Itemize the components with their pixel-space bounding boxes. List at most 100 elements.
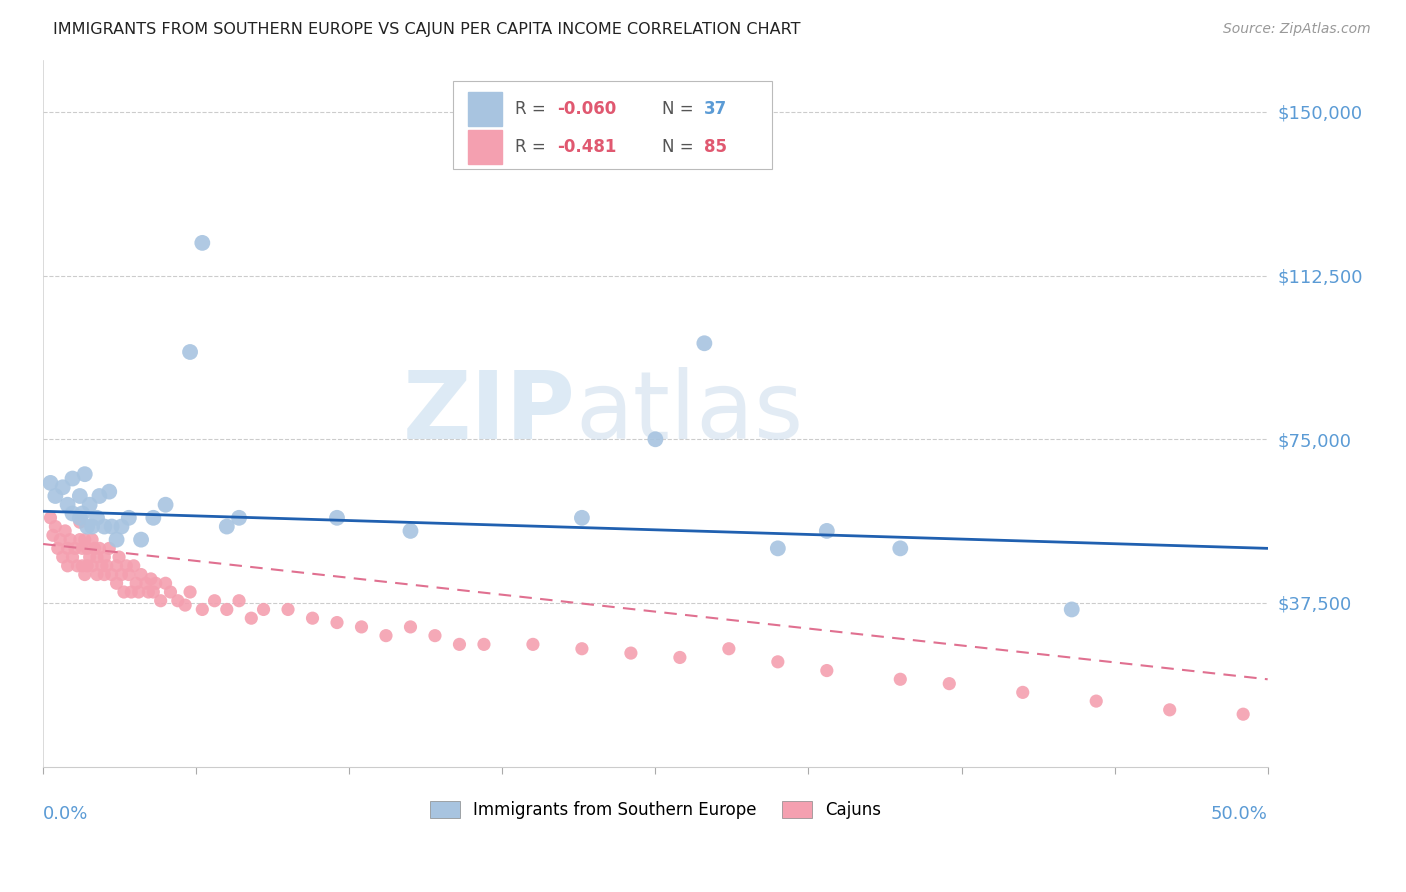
Point — [56, 498, 79, 512]
Text: atlas: atlas — [576, 368, 804, 459]
Point — [39, 511, 62, 525]
FancyBboxPatch shape — [453, 81, 772, 169]
Point — [118, 567, 141, 582]
Text: R =: R = — [515, 138, 555, 156]
Point — [79, 550, 101, 565]
Point — [59, 533, 82, 547]
Point — [82, 533, 104, 547]
Point — [571, 511, 593, 525]
Point — [350, 620, 373, 634]
Point — [105, 533, 128, 547]
Point — [108, 550, 131, 565]
Point — [105, 558, 128, 573]
Text: 50.0%: 50.0% — [1211, 805, 1268, 823]
Point — [86, 550, 108, 565]
Point — [73, 467, 96, 482]
Point — [90, 558, 112, 573]
Point — [69, 533, 91, 547]
Point — [138, 585, 160, 599]
Text: 85: 85 — [704, 138, 727, 156]
Point — [129, 567, 152, 582]
Point — [83, 541, 105, 556]
Point — [62, 550, 84, 565]
Point — [100, 567, 122, 582]
Point — [1159, 703, 1181, 717]
Point — [93, 567, 115, 582]
Point — [44, 519, 66, 533]
Point — [277, 602, 299, 616]
Point — [179, 585, 201, 599]
Legend: Immigrants from Southern Europe, Cajuns: Immigrants from Southern Europe, Cajuns — [423, 794, 887, 825]
Point — [889, 673, 911, 687]
Text: R =: R = — [515, 100, 551, 118]
Point — [72, 507, 94, 521]
Point — [135, 576, 157, 591]
Point — [142, 585, 165, 599]
Text: -0.481: -0.481 — [557, 138, 617, 156]
Point — [89, 489, 111, 503]
Point — [63, 541, 86, 556]
Point — [112, 585, 135, 599]
Point — [129, 533, 152, 547]
Text: N =: N = — [661, 138, 699, 156]
Point — [815, 664, 838, 678]
Point — [98, 541, 121, 556]
Point — [56, 558, 79, 573]
Point — [62, 507, 84, 521]
Point — [166, 593, 188, 607]
Point — [52, 480, 75, 494]
Point — [110, 567, 132, 582]
Point — [766, 541, 789, 556]
Point — [139, 572, 162, 586]
Point — [766, 655, 789, 669]
Point — [938, 676, 960, 690]
Point — [118, 511, 141, 525]
Point — [46, 541, 69, 556]
Point — [105, 576, 128, 591]
Point — [93, 550, 115, 565]
Point — [62, 471, 84, 485]
Point — [142, 511, 165, 525]
Point — [56, 541, 79, 556]
Point — [571, 641, 593, 656]
Point — [69, 515, 91, 529]
Text: 0.0%: 0.0% — [44, 805, 89, 823]
Point — [96, 558, 118, 573]
Point — [72, 541, 94, 556]
Point — [326, 615, 349, 630]
Point — [717, 641, 740, 656]
Point — [73, 567, 96, 582]
Point — [644, 432, 666, 446]
Text: Source: ZipAtlas.com: Source: ZipAtlas.com — [1223, 22, 1371, 37]
Text: -0.060: -0.060 — [557, 100, 617, 118]
Point — [69, 489, 91, 503]
Text: IMMIGRANTS FROM SOUTHERN EUROPE VS CAJUN PER CAPITA INCOME CORRELATION CHART: IMMIGRANTS FROM SOUTHERN EUROPE VS CAJUN… — [53, 22, 801, 37]
Point — [228, 593, 250, 607]
Point — [76, 519, 98, 533]
Point — [179, 345, 201, 359]
Point — [620, 646, 643, 660]
Point — [149, 593, 172, 607]
Point — [693, 336, 716, 351]
Point — [449, 637, 471, 651]
Point — [52, 550, 75, 565]
Point — [76, 558, 98, 573]
Point — [98, 484, 121, 499]
Point — [125, 576, 148, 591]
Point — [399, 620, 422, 634]
Text: ZIP: ZIP — [404, 368, 576, 459]
Point — [128, 585, 150, 599]
Point — [1060, 602, 1083, 616]
Point — [66, 558, 89, 573]
Point — [86, 511, 108, 525]
Point — [82, 558, 104, 573]
Point — [100, 519, 122, 533]
Point — [72, 558, 94, 573]
Point — [472, 637, 495, 651]
Point — [240, 611, 263, 625]
Point — [76, 541, 98, 556]
Point — [204, 593, 226, 607]
Text: N =: N = — [661, 100, 699, 118]
Point — [110, 519, 132, 533]
Point — [301, 611, 323, 625]
